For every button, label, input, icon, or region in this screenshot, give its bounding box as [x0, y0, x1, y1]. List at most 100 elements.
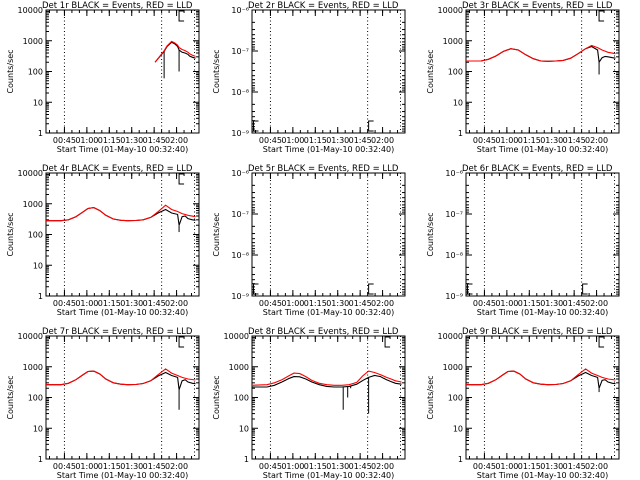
- e-marker: [368, 120, 374, 132]
- x-tick-label: 01:15: [98, 136, 121, 145]
- x-tick-label: 01:00: [75, 299, 98, 308]
- x-tick-label: 00:45: [259, 136, 282, 145]
- x-axis-label: Start Time (01-May-10 00:32:40): [57, 471, 188, 480]
- plot-frame: [465, 335, 620, 460]
- x-tick-label: 01:00: [281, 462, 304, 471]
- plot-frame: [251, 172, 406, 297]
- plot-frame: [45, 9, 200, 134]
- chart-title: Det 2r BLACK = Events, RED = LLD: [248, 1, 399, 11]
- y-tick-label: 10: [33, 98, 43, 107]
- y-axis-label: Counts/sec: [6, 375, 15, 419]
- x-tick-label: 00:45: [473, 462, 496, 471]
- x-tick-label: 01:45: [143, 299, 166, 308]
- x-tick-label: 02:00: [165, 136, 188, 145]
- plot-frame: [45, 172, 200, 297]
- y-tick-label: 10⁻⁷: [231, 210, 249, 219]
- y-tick-label: 10⁻⁶: [445, 169, 463, 178]
- x-tick-label: 02:00: [371, 299, 394, 308]
- x-tick-label: 02:00: [165, 462, 188, 471]
- y-tick-label: 1000: [23, 37, 43, 46]
- e-marker: [598, 10, 605, 22]
- y-tick-label: 10⁻⁶: [231, 6, 249, 15]
- chart-title: Det 4r BLACK = Events, RED = LLD: [42, 164, 193, 174]
- x-tick-label: 00:45: [53, 136, 76, 145]
- x-tick-label: 00:45: [53, 299, 76, 308]
- y-axis-label: Counts/sec: [212, 375, 221, 419]
- y-tick-label: 10: [33, 261, 43, 270]
- x-tick-label: 01:45: [563, 462, 586, 471]
- x-tick-label: 02:00: [585, 299, 608, 308]
- lld-series-line: [466, 44, 616, 62]
- x-tick-label: 01:30: [120, 299, 143, 308]
- chart-panel-8: Det 8r BLACK = Events, RED = LLD 1 10 100 10…: [212, 327, 406, 480]
- e-marker: [178, 10, 185, 22]
- e-marker: [598, 336, 605, 348]
- plot-frame: [465, 9, 620, 134]
- x-tick-label: 01:45: [349, 299, 372, 308]
- x-axis-label: Start Time (01-May-10 00:32:40): [263, 308, 394, 317]
- x-tick-label: 01:00: [75, 136, 98, 145]
- y-tick-label: 10: [33, 424, 43, 433]
- y-axis-label: Counts/sec: [212, 49, 221, 93]
- x-tick-label: 01:30: [540, 299, 563, 308]
- x-tick-label: 02:00: [585, 136, 608, 145]
- y-tick-label: 100: [28, 68, 43, 77]
- y-tick-label: 10000: [18, 332, 43, 341]
- y-tick-label: 1: [38, 455, 43, 464]
- events-series-line: [252, 374, 402, 388]
- x-axis-label: Start Time (01-May-10 00:32:40): [263, 145, 394, 154]
- x-tick-label: 01:30: [120, 136, 143, 145]
- y-tick-label: 100: [448, 68, 463, 77]
- x-tick-label: 01:30: [326, 462, 349, 471]
- x-tick-label: 01:00: [495, 136, 518, 145]
- chart-title: Det 5r BLACK = Events, RED = LLD: [248, 164, 399, 174]
- x-tick-label: 01:15: [518, 299, 541, 308]
- x-axis-label: Start Time (01-May-10 00:32:40): [477, 308, 608, 317]
- y-tick-label: 10⁻⁷: [445, 210, 463, 219]
- y-tick-label: 10⁻⁸: [445, 251, 463, 260]
- x-tick-label: 01:15: [98, 462, 121, 471]
- e-marker: [384, 336, 391, 348]
- x-tick-label: 01:45: [143, 136, 166, 145]
- e-marker: [252, 283, 259, 295]
- x-tick-label: 01:15: [304, 136, 327, 145]
- x-tick-label: 01:45: [563, 299, 586, 308]
- y-tick-label: 10⁻⁹: [231, 129, 249, 138]
- y-tick-label: 1: [38, 292, 43, 301]
- x-axis-label: Start Time (01-May-10 00:32:40): [57, 145, 188, 154]
- y-tick-label: 10000: [438, 332, 463, 341]
- x-tick-label: 00:45: [473, 136, 496, 145]
- y-tick-label: 1: [38, 129, 43, 138]
- x-tick-label: 02:00: [371, 136, 394, 145]
- x-tick-label: 01:30: [540, 462, 563, 471]
- plot-frame: [45, 335, 200, 460]
- y-tick-label: 10000: [224, 332, 249, 341]
- chart-panel-9: Det 9r BLACK = Events, RED = LLD 1 10 100 10…: [426, 327, 620, 480]
- y-axis-label: Counts/sec: [426, 375, 435, 419]
- x-axis-label: Start Time (01-May-10 00:32:40): [477, 471, 608, 480]
- e-marker: [178, 336, 185, 348]
- x-tick-label: 01:00: [75, 462, 98, 471]
- y-tick-label: 100: [28, 231, 43, 240]
- x-tick-label: 02:00: [371, 462, 394, 471]
- plot-frame: [251, 9, 406, 134]
- y-tick-label: 10000: [438, 6, 463, 15]
- y-tick-label: 10: [453, 98, 463, 107]
- plot-frame: [251, 335, 406, 460]
- y-tick-label: 10⁻⁶: [231, 169, 249, 178]
- x-tick-label: 01:45: [563, 136, 586, 145]
- chart-title: Det 3r BLACK = Events, RED = LLD: [462, 1, 613, 11]
- chart-panel-1: Det 1r BLACK = Events, RED = LLD 1 10 100 10…: [6, 1, 200, 154]
- y-axis-label: Counts/sec: [212, 212, 221, 256]
- x-tick-label: 01:45: [349, 462, 372, 471]
- x-tick-label: 01:30: [326, 136, 349, 145]
- x-tick-label: 01:15: [304, 462, 327, 471]
- lld-series-line: [251, 370, 402, 386]
- x-tick-label: 00:45: [259, 299, 282, 308]
- e-marker: [466, 283, 473, 295]
- plot-frame: [465, 172, 620, 297]
